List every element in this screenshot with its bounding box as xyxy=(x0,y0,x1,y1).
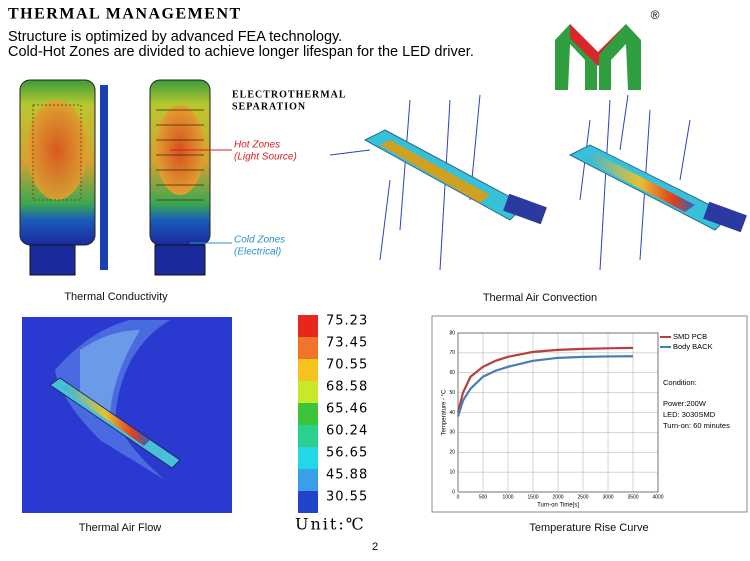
hot-zone-label: Hot Zones xyxy=(234,140,280,151)
caption: Thermal Air Flow xyxy=(79,522,162,534)
intro-line: Structure is optimized by advanced FEA t… xyxy=(8,29,342,45)
annotation: ELECTROTHERMAL xyxy=(232,89,347,100)
y-tick-label: 10 xyxy=(449,469,455,475)
air-flow-image xyxy=(22,317,232,513)
x-tick-label: 1000 xyxy=(502,494,513,500)
x-tick-label: 2000 xyxy=(552,494,563,500)
y-axis-label: Temperature - °C xyxy=(442,389,448,435)
scale-swatch xyxy=(298,381,318,403)
y-tick-label: 80 xyxy=(449,330,455,336)
caption: Thermal Conductivity xyxy=(64,291,168,303)
scale-swatch xyxy=(298,447,318,469)
conductivity-image xyxy=(19,79,232,276)
x-tick-label: 0 xyxy=(457,494,460,500)
title: THERMAL MANAGEMENT xyxy=(8,6,242,23)
x-axis-label: Turn-on Time[s] xyxy=(537,503,579,509)
color-scale: 75.23 73.45 70.55 68.58 65.46 60.24 56.65 45.88… xyxy=(298,314,368,513)
scale-swatch xyxy=(298,491,318,513)
convection-image xyxy=(329,94,747,271)
x-tick-label: 3500 xyxy=(627,494,638,500)
x-tick-label: 1500 xyxy=(527,494,538,500)
caption: Thermal Air Convection xyxy=(483,292,597,304)
condition-text: Condition: xyxy=(663,378,697,387)
series-line xyxy=(456,346,634,413)
scale-swatch xyxy=(298,359,318,381)
scale-label: 75.23 xyxy=(326,314,368,329)
y-tick-label: 60 xyxy=(449,370,455,376)
x-tick-label: 2500 xyxy=(577,494,588,500)
cold-zone-label: (Electrical) xyxy=(234,247,281,258)
intro-line: Cold-Hot Zones are divided to achieve lo… xyxy=(8,44,474,60)
unit-label: Unit:℃ xyxy=(295,515,366,534)
scale-label: 70.55 xyxy=(326,358,368,373)
condition-text: Turn-on: 60 minutes xyxy=(663,421,730,430)
hot-zone-label: (Light Source) xyxy=(234,152,297,163)
scale-swatch xyxy=(298,403,318,425)
cold-zone-label: Cold Zones xyxy=(234,235,285,246)
scale-label: 56.65 xyxy=(326,446,368,461)
annotation: SEPARATION xyxy=(232,101,306,112)
chart: 0 10 20 30 40 50 60 70 80 0 500 1000 1500 2000 2500 300… xyxy=(442,330,731,508)
y-tick-label: 50 xyxy=(449,390,455,396)
logo: ® xyxy=(555,8,660,90)
scale-swatch xyxy=(298,469,318,491)
y-tick-label: 30 xyxy=(449,430,455,436)
y-tick-label: 40 xyxy=(449,410,455,416)
scale-swatch xyxy=(298,425,318,447)
legend-label: Body BACK xyxy=(673,342,713,351)
caption: Temperature Rise Curve xyxy=(529,522,648,534)
x-tick-label: 500 xyxy=(479,494,488,500)
y-tick-label: 20 xyxy=(449,450,455,456)
condition-text: LED: 3030SMD xyxy=(663,410,716,419)
scale-label: 45.88 xyxy=(326,468,368,483)
series-line xyxy=(456,355,634,417)
scale-label: 60.24 xyxy=(326,424,368,439)
y-tick-label: 70 xyxy=(449,350,455,356)
legend-label: SMD PCB xyxy=(673,332,707,341)
x-tick-label: 3000 xyxy=(602,494,613,500)
condition-text: Power:200W xyxy=(663,399,707,408)
scale-label: 73.45 xyxy=(326,336,368,351)
page-number: 2 xyxy=(372,541,378,553)
scale-swatch xyxy=(298,337,318,359)
scale-swatch xyxy=(298,315,318,337)
scale-label: 30.55 xyxy=(326,490,368,505)
y-tick-label: 0 xyxy=(452,489,455,495)
scale-label: 65.46 xyxy=(326,402,368,417)
scale-label: 68.58 xyxy=(326,380,368,395)
trademark: ® xyxy=(651,8,660,22)
x-tick-label: 4000 xyxy=(652,494,663,500)
